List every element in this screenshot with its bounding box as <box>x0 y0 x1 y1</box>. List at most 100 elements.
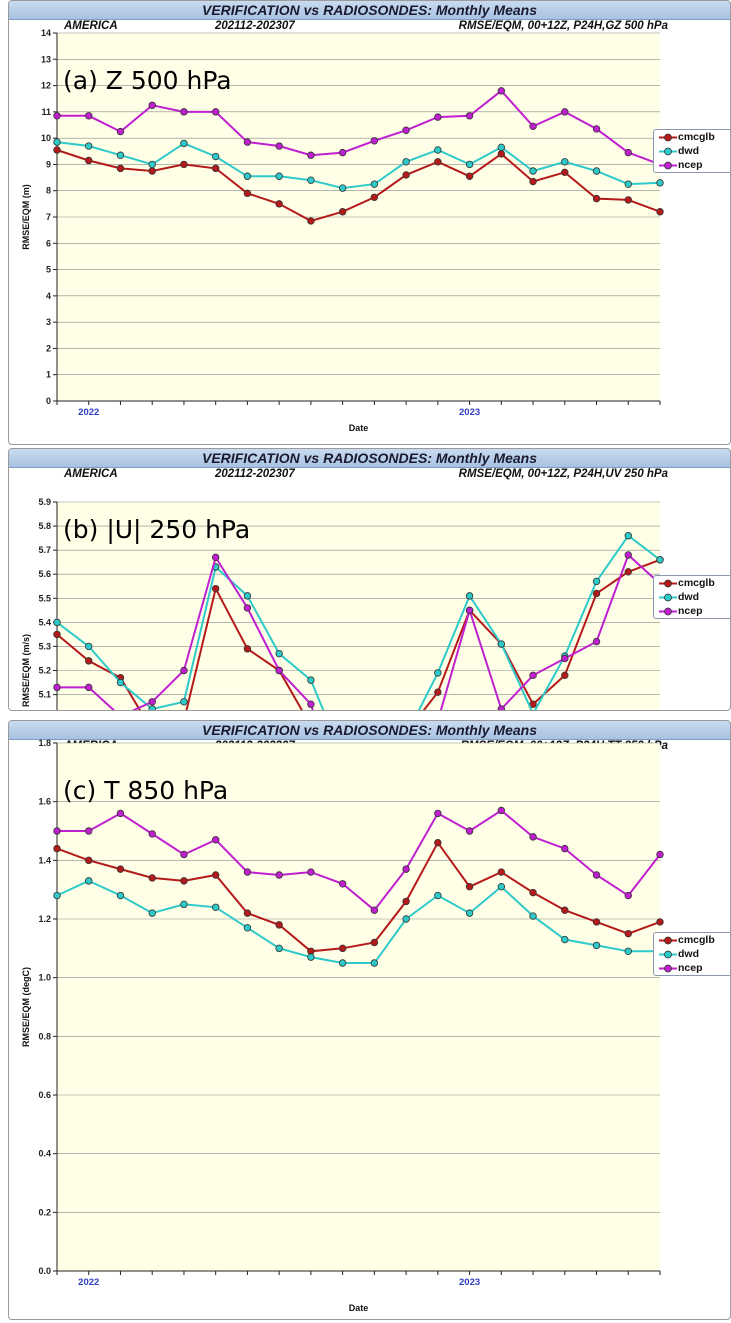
panel-label: (a) Z 500 hPa <box>63 66 232 95</box>
data-point-dwd <box>465 592 474 600</box>
data-point-cmcglb <box>275 200 283 208</box>
y-tick-label: 5.3 <box>38 641 51 651</box>
data-point-ncep <box>592 871 601 879</box>
data-point-cmcglb <box>465 883 474 891</box>
y-tick-label: 0.6 <box>38 1090 51 1100</box>
y-tick-label: 1.2 <box>38 914 51 924</box>
data-point-ncep <box>529 671 537 680</box>
data-point-cmcglb <box>85 856 93 865</box>
y-tick-label: 8 <box>46 186 51 196</box>
data-point-dwd <box>148 160 156 169</box>
data-point-cmcglb <box>402 171 410 179</box>
y-tick-label: 5.6 <box>38 569 51 579</box>
y-tick-label: 4 <box>46 291 51 301</box>
data-point-ncep <box>624 891 632 900</box>
data-point-dwd <box>243 172 252 180</box>
data-point-cmcglb <box>592 918 601 926</box>
y-tick-label: 5.1 <box>38 690 51 700</box>
data-point-dwd <box>434 146 442 154</box>
data-point-dwd <box>275 172 283 180</box>
data-point-cmcglb <box>180 160 188 169</box>
data-point-cmcglb <box>561 906 569 914</box>
data-point-dwd <box>275 649 283 658</box>
data-point-ncep <box>116 809 125 818</box>
data-point-dwd <box>211 152 220 161</box>
data-point-dwd <box>370 959 379 967</box>
data-point-cmcglb <box>370 938 379 947</box>
y-tick-label: 5 <box>46 265 51 275</box>
data-point-dwd <box>307 176 315 184</box>
data-point-dwd <box>529 912 537 920</box>
data-point-ncep <box>561 654 569 663</box>
y-axis-label: RMSE/EQM (m) <box>21 184 31 250</box>
description-label: RMSE/EQM, 00+12Z, P24H,UV 250 hPa <box>458 468 668 480</box>
data-point-dwd <box>402 158 410 166</box>
data-point-cmcglb <box>85 657 93 665</box>
data-point-ncep <box>85 112 93 120</box>
data-point-dwd <box>180 698 188 706</box>
data-point-ncep <box>85 683 93 692</box>
legend-marker-icon <box>659 936 677 945</box>
data-point-ncep <box>275 142 283 150</box>
x-tick-label: 2023 <box>459 1277 480 1288</box>
data-point-ncep <box>148 830 156 838</box>
series-line-ncep <box>57 809 661 912</box>
legend-label: cmcglb <box>678 934 715 946</box>
legend-marker-icon <box>659 579 677 588</box>
y-tick-label: 9 <box>46 159 51 169</box>
data-point-dwd <box>592 577 601 586</box>
data-point-cmcglb <box>180 877 188 885</box>
data-point-cmcglb <box>243 189 252 198</box>
data-point-dwd <box>53 138 61 146</box>
legend-marker-icon <box>659 964 677 973</box>
data-point-ncep <box>211 108 220 116</box>
data-point-cmcglb <box>211 871 220 879</box>
y-tick-label: 1.6 <box>38 797 51 807</box>
data-point-dwd <box>465 909 474 917</box>
region-label: AMERICA <box>64 20 118 32</box>
data-point-dwd <box>497 640 506 648</box>
data-point-dwd <box>180 139 188 148</box>
data-point-cmcglb <box>624 929 632 938</box>
data-point-ncep <box>307 700 315 708</box>
data-point-cmcglb <box>529 177 537 186</box>
data-point-ncep <box>148 698 156 706</box>
data-point-dwd <box>561 158 569 166</box>
data-point-cmcglb <box>275 921 283 929</box>
data-point-ncep <box>180 666 188 675</box>
data-point-cmcglb <box>561 168 569 177</box>
legend-marker-icon <box>659 607 677 616</box>
y-tick-label: 5.8 <box>38 521 51 531</box>
data-point-ncep <box>307 868 315 876</box>
data-point-dwd <box>116 678 125 687</box>
legend-marker-icon <box>659 147 677 156</box>
x-tick-label: 2023 <box>459 407 480 418</box>
y-tick-label: 1.8 <box>38 738 51 748</box>
data-point-cmcglb <box>338 208 347 216</box>
data-point-cmcglb <box>402 897 410 906</box>
legend-label: cmcglb <box>678 131 715 143</box>
description-label: RMSE/EQM, 00+12Z, P24H,GZ 500 hPa <box>458 20 668 32</box>
data-point-ncep <box>434 809 442 818</box>
data-point-dwd <box>243 924 252 932</box>
legend-item-ncep: ncep <box>654 605 730 618</box>
chart-panel-a: VERIFICATION vs RADIOSONDES: Monthly Mea… <box>8 0 731 445</box>
legend-item-dwd: dwd <box>654 948 730 961</box>
data-point-cmcglb <box>497 868 506 876</box>
data-point-ncep <box>561 844 569 853</box>
data-point-dwd <box>434 669 442 677</box>
legend-item-cmcglb: cmcglb <box>654 131 730 144</box>
legend-item-cmcglb: cmcglb <box>654 577 730 590</box>
data-point-dwd <box>148 705 156 710</box>
legend-label: dwd <box>678 145 699 157</box>
data-point-ncep <box>243 868 252 876</box>
region-label: AMERICA <box>64 468 118 480</box>
data-point-ncep <box>592 125 601 133</box>
data-point-cmcglb <box>338 944 347 953</box>
y-tick-label: 2 <box>46 343 51 353</box>
data-point-ncep <box>624 148 632 157</box>
data-point-dwd <box>148 909 156 917</box>
legend-marker-icon <box>659 161 677 170</box>
data-point-ncep <box>307 151 315 159</box>
